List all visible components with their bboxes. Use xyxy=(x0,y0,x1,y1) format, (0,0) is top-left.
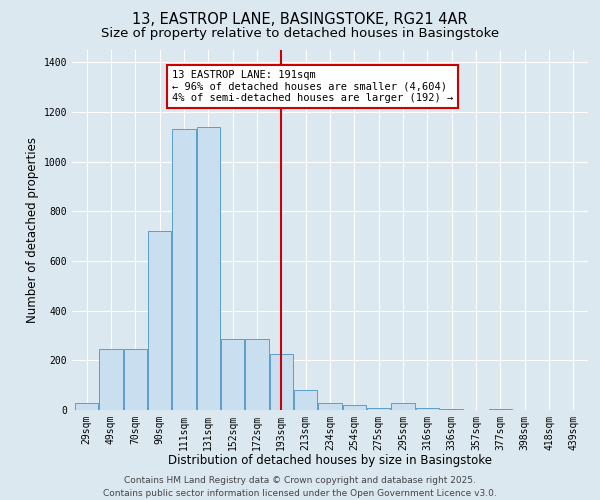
Bar xyxy=(221,339,244,410)
Bar xyxy=(124,349,147,410)
Bar xyxy=(270,354,293,410)
Text: Contains HM Land Registry data © Crown copyright and database right 2025.
Contai: Contains HM Land Registry data © Crown c… xyxy=(103,476,497,498)
Bar xyxy=(100,349,122,410)
Bar xyxy=(75,402,98,410)
Text: 13 EASTROP LANE: 191sqm
← 96% of detached houses are smaller (4,604)
4% of semi-: 13 EASTROP LANE: 191sqm ← 96% of detache… xyxy=(172,70,453,103)
Bar xyxy=(172,130,196,410)
Bar xyxy=(440,409,463,410)
Bar xyxy=(416,408,439,410)
Y-axis label: Number of detached properties: Number of detached properties xyxy=(26,137,40,323)
Bar xyxy=(489,409,512,410)
Bar xyxy=(319,402,341,410)
Bar xyxy=(197,127,220,410)
Bar xyxy=(148,231,171,410)
Bar xyxy=(294,390,317,410)
Bar xyxy=(391,402,415,410)
Bar xyxy=(367,408,390,410)
Bar xyxy=(245,339,269,410)
Text: Size of property relative to detached houses in Basingstoke: Size of property relative to detached ho… xyxy=(101,28,499,40)
Text: 13, EASTROP LANE, BASINGSTOKE, RG21 4AR: 13, EASTROP LANE, BASINGSTOKE, RG21 4AR xyxy=(132,12,468,28)
X-axis label: Distribution of detached houses by size in Basingstoke: Distribution of detached houses by size … xyxy=(168,454,492,468)
Bar xyxy=(343,405,366,410)
